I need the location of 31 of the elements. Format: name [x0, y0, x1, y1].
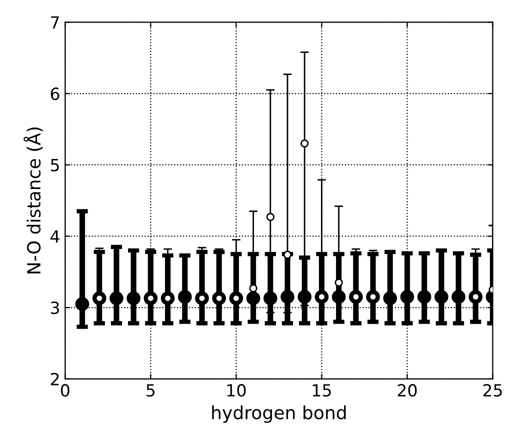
- x-tick-label: 0: [60, 384, 70, 397]
- y-tick-label: 7: [51, 16, 59, 29]
- y-tick-label: 6: [50, 87, 60, 100]
- point: [263, 291, 278, 306]
- point: [298, 290, 312, 304]
- point: [266, 212, 274, 222]
- point: [178, 290, 192, 304]
- x-axis-title: hydrogen bond: [212, 405, 346, 423]
- point: [249, 284, 258, 292]
- point: [300, 139, 309, 148]
- point: [417, 290, 432, 304]
- point: [75, 297, 90, 311]
- point: [383, 291, 398, 306]
- y-tick-label: 2: [50, 372, 59, 386]
- point: [126, 291, 140, 306]
- x-tick-label: 25: [483, 384, 502, 397]
- point: [246, 291, 260, 306]
- point: [280, 290, 294, 304]
- x-tick-label: 5: [146, 384, 155, 397]
- point: [110, 291, 124, 306]
- x-tick-label: 10: [227, 384, 246, 397]
- point: [400, 290, 414, 304]
- point: [434, 290, 448, 304]
- y-tick-label: 3: [50, 302, 59, 314]
- x-tick-label: 15: [312, 384, 331, 397]
- point: [332, 290, 346, 304]
- point: [452, 290, 466, 304]
- x-tick-label: 20: [398, 384, 417, 397]
- y-tick-label: 5: [50, 159, 59, 172]
- y-tick-label: 4: [50, 230, 60, 243]
- y-axis-title: N-O distance (Å): [24, 128, 43, 274]
